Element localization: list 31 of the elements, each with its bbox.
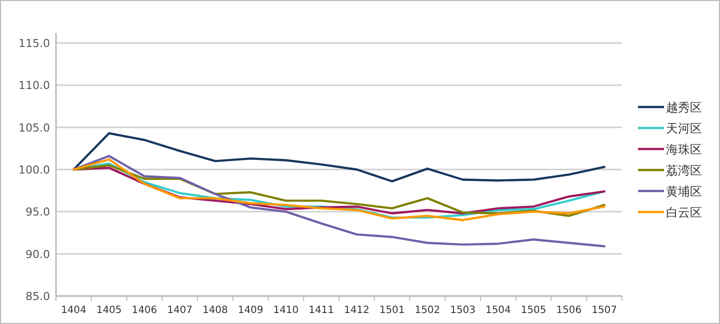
x-tick-label: 1504 (485, 305, 511, 316)
x-tick-label: 1507 (592, 305, 618, 316)
legend-label: 白云区 (666, 206, 702, 220)
y-tick-label: 90.0 (26, 248, 50, 261)
y-tick-label: 95.0 (26, 206, 50, 219)
x-tick-label: 1411 (308, 305, 334, 316)
x-tick-label: 1407 (167, 305, 193, 316)
y-tick-label: 100.0 (18, 164, 50, 176)
y-tick-label: 105.0 (18, 121, 50, 134)
y-tick-label: 115.0 (18, 37, 50, 50)
x-tick-label: 1412 (344, 305, 370, 316)
x-tick-label: 1405 (96, 305, 122, 316)
x-tick-label: 1505 (520, 305, 546, 316)
x-tick-label: 1406 (132, 305, 158, 316)
x-tick-label: 1501 (379, 305, 405, 316)
line-series (72, 154, 606, 248)
x-tick-label: 1409 (238, 305, 264, 316)
x-tick-label: 1408 (202, 305, 228, 316)
x-tick-label: 1503 (450, 305, 476, 316)
y-tick-label: 85.0 (26, 290, 50, 303)
line-series (72, 132, 606, 182)
y-tick-label: 110.0 (18, 79, 50, 92)
x-tick-label: 1404 (60, 305, 86, 316)
x-tick-label: 1410 (273, 305, 299, 316)
legend-label: 海珠区 (666, 142, 702, 156)
legend-label: 黄埔区 (666, 184, 702, 198)
legend-label: 天河区 (666, 122, 702, 136)
legend-label: 越秀区 (666, 100, 702, 114)
x-tick-label: 1502 (414, 305, 440, 316)
x-tick-label: 1506 (556, 305, 582, 316)
legend-label: 荔湾区 (666, 164, 702, 178)
